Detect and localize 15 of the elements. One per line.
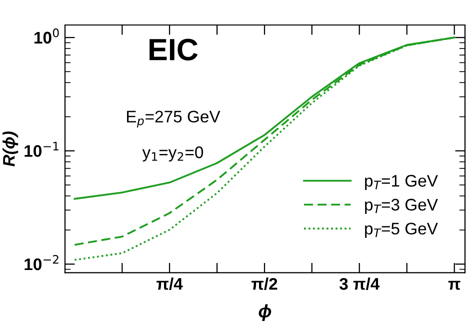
y-tick-label: 10$^{0}$	[34, 28, 59, 44]
legend-label: p$_{T}$=3 GeV	[365, 198, 438, 214]
legend-label: p$_{T}$=5 GeV	[365, 222, 438, 238]
annotation: EIC	[150, 38, 198, 60]
annotation: y$_{1}$=y$_{2}$=0	[142, 146, 204, 162]
x-tick-label: 3 π/4	[339, 278, 380, 290]
x-tick-label: π/2	[252, 278, 278, 290]
x-tick-label: π/4	[156, 278, 183, 290]
annotation: E$_{p}$=275 GeV	[127, 110, 220, 128]
y-tick-label: 10$^{−1}$	[24, 142, 58, 157]
y-axis-title: R(ϕ)	[2, 131, 18, 166]
y-tick-label: 10$^{−2}$	[24, 254, 58, 270]
x-tick-label: π	[448, 280, 460, 290]
legend-label: p$_{T}$=1 GeV	[365, 174, 438, 190]
x-axis-title: ϕ	[258, 304, 272, 322]
